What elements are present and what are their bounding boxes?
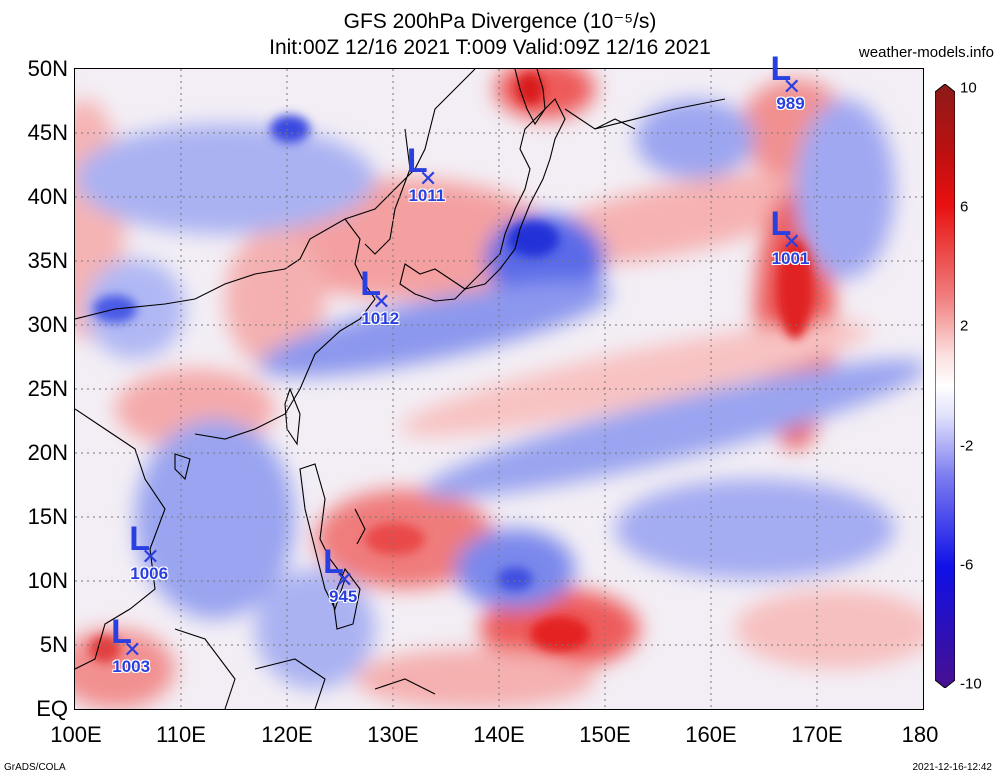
colorbar-label: 2 xyxy=(960,317,969,335)
low-letter: L xyxy=(406,142,428,181)
lon-label: 130E xyxy=(367,722,419,747)
low-center-icon: ✕ xyxy=(123,637,142,663)
low-center-icon: ✕ xyxy=(141,543,160,569)
low-center-icon: ✕ xyxy=(782,74,801,100)
chart-title: GFS 200hPa Divergence (10⁻⁵/s) xyxy=(343,10,657,33)
lat-label: 45N xyxy=(27,120,68,145)
low-pressure-value: 1006 xyxy=(130,563,169,583)
lat-label: 40N xyxy=(27,184,68,209)
lon-label: 150E xyxy=(579,722,631,747)
lat-label: 15N xyxy=(27,504,68,529)
low-center-icon: ✕ xyxy=(335,567,354,592)
low-marker: L ✕ 1006 xyxy=(119,522,179,592)
footer-credit: GrADS/COLA xyxy=(4,762,66,773)
lat-label: 25N xyxy=(27,376,68,401)
low-pressure-value: 1012 xyxy=(361,309,400,329)
coastlines xyxy=(75,69,726,709)
lat-label: 30N xyxy=(27,312,68,337)
lon-label: 170E xyxy=(791,722,843,747)
divergence-field xyxy=(75,69,923,709)
grid-lines xyxy=(75,69,923,709)
lon-label: 100E xyxy=(50,722,102,747)
low-marker: L ✕ 1011 xyxy=(397,144,457,214)
low-pressure-value: 945 xyxy=(328,587,358,606)
low-letter: L xyxy=(111,613,132,652)
lat-label: 50N xyxy=(27,56,68,81)
low-marker: L ✕ 1001 xyxy=(761,207,821,277)
low-pressure-value: 1011 xyxy=(408,186,446,206)
colorbar-label: -2 xyxy=(960,437,974,455)
low-marker: L ✕ 989 xyxy=(761,52,821,122)
chart-subtitle: Init:00Z 12/16 2021 T:009 Valid:09Z 12/1… xyxy=(269,36,711,59)
lat-label: 20N xyxy=(27,440,68,465)
low-letter: L xyxy=(360,265,382,304)
map-panel xyxy=(74,68,924,710)
lat-label: 10N xyxy=(27,568,68,593)
lat-label: EQ xyxy=(36,696,68,721)
colorbar-label: 6 xyxy=(960,198,969,216)
colorbar-label: 10 xyxy=(960,79,977,97)
lat-label: 35N xyxy=(27,248,68,273)
low-pressure-value: 1003 xyxy=(112,657,151,677)
lon-label: 160E xyxy=(685,722,737,747)
site-name: weather-models.info xyxy=(858,44,994,61)
low-marker: L ✕ 1003 xyxy=(101,615,161,685)
low-center-icon: ✕ xyxy=(782,229,801,255)
low-pressure-value: 989 xyxy=(776,94,805,114)
lon-label: 140E xyxy=(473,722,525,747)
low-letter: L xyxy=(770,205,792,244)
low-center-icon: ✕ xyxy=(372,289,391,315)
low-letter: L xyxy=(770,50,792,89)
colorbar-label: -6 xyxy=(960,556,974,574)
lon-label: 180 xyxy=(901,722,939,747)
lon-label: 110E xyxy=(156,722,206,747)
low-marker: L ✕ 1012 xyxy=(350,267,410,337)
colorbar xyxy=(935,84,955,688)
low-marker: L ✕ 945 xyxy=(313,545,373,615)
low-letter: L xyxy=(323,543,344,581)
footer-timestamp: 2021-12-16-12:42 xyxy=(912,762,992,773)
low-center-icon: ✕ xyxy=(418,166,438,192)
lon-label: 120E xyxy=(261,722,313,747)
low-pressure-value: 1001 xyxy=(771,249,810,269)
colorbar-label: -10 xyxy=(960,675,982,693)
lat-label: 5N xyxy=(39,632,68,657)
low-letter: L xyxy=(129,519,150,558)
